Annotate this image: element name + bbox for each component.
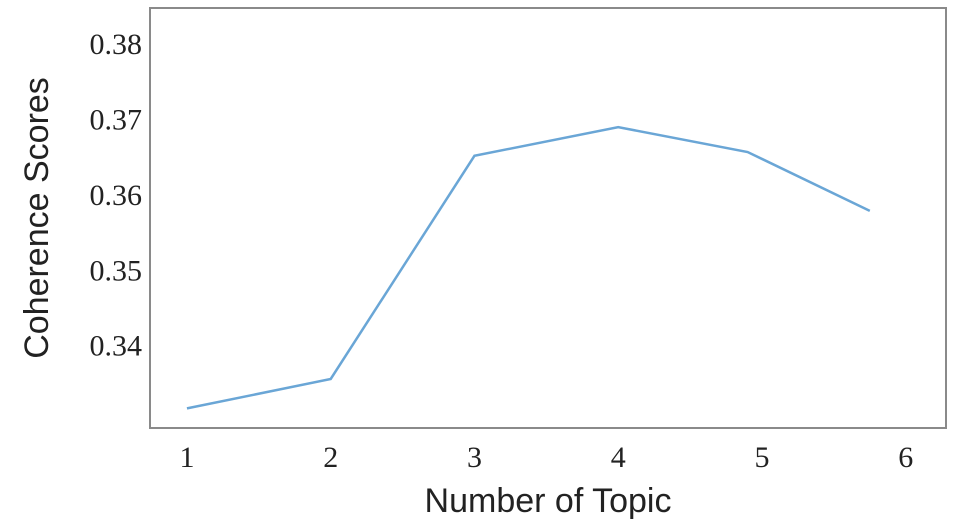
x-tick-label: 6 (898, 441, 913, 474)
x-tick-label: 4 (611, 441, 626, 474)
data-line (186, 125, 871, 410)
plot-frame (149, 7, 947, 429)
y-tick-label: 0.38 (90, 28, 143, 61)
y-tick-label: 0.36 (90, 179, 143, 212)
y-axis-label: Coherence Scores (18, 77, 56, 359)
y-tick-label: 0.34 (90, 330, 143, 363)
y-tick-label: 0.37 (90, 104, 143, 137)
y-tick-label: 0.35 (90, 254, 143, 287)
x-tick-label: 1 (179, 441, 194, 474)
x-tick-label: 5 (754, 441, 769, 474)
x-tick-label: 2 (323, 441, 338, 474)
x-axis-label: Number of Topic (425, 482, 672, 520)
x-tick-label: 3 (467, 441, 482, 474)
